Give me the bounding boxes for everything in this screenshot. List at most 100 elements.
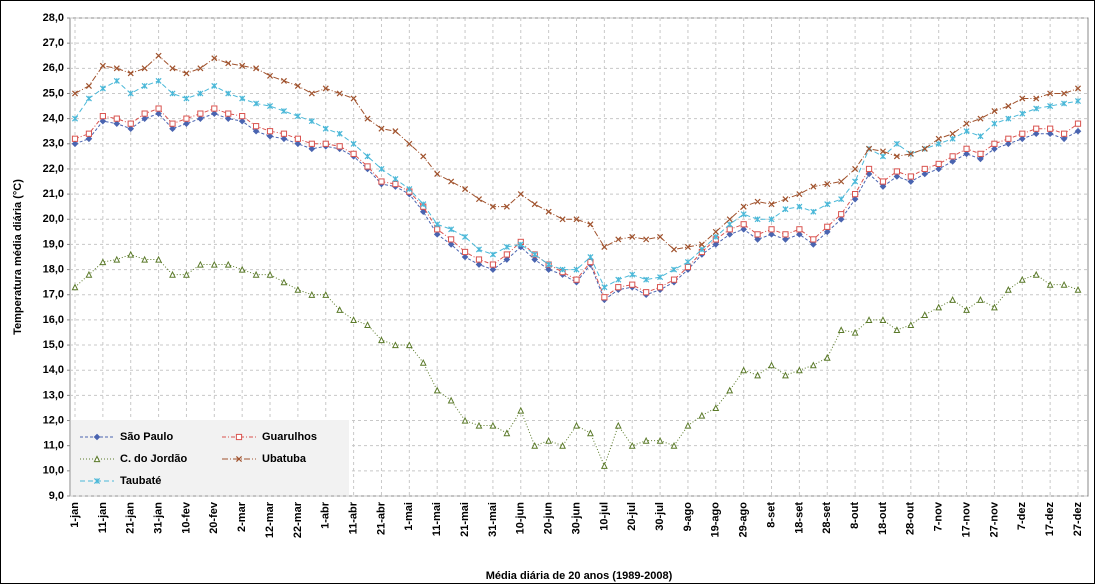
marker	[308, 140, 315, 147]
marker	[1046, 280, 1054, 288]
x-tick-label: 17-nov	[960, 501, 972, 537]
marker	[1005, 115, 1012, 122]
marker	[809, 361, 817, 369]
marker	[434, 221, 441, 228]
marker	[921, 165, 928, 173]
legend	[71, 420, 349, 495]
marker	[1033, 125, 1040, 132]
marker	[796, 226, 803, 233]
marker	[113, 255, 121, 263]
x-tick-label: 9-ago	[682, 502, 694, 532]
marker	[796, 203, 803, 210]
marker	[308, 291, 316, 298]
x-tick-label: 2-mar	[236, 501, 248, 532]
marker	[573, 266, 580, 273]
marker	[336, 130, 343, 137]
marker	[1074, 127, 1082, 135]
marker	[614, 421, 622, 429]
marker	[239, 62, 246, 69]
marker	[99, 117, 107, 125]
marker	[935, 140, 942, 147]
series	[71, 52, 1082, 253]
marker	[336, 306, 344, 313]
marker	[1019, 130, 1026, 137]
marker	[907, 321, 915, 329]
marker	[921, 311, 929, 318]
marker	[851, 195, 859, 203]
marker	[782, 231, 789, 238]
marker	[211, 105, 218, 112]
marker	[113, 115, 120, 122]
marker	[405, 341, 413, 349]
y-tick-label: 21,0	[43, 188, 64, 200]
marker	[1047, 125, 1054, 132]
marker	[196, 260, 204, 268]
x-tick-label: 18-out	[877, 502, 889, 535]
marker	[949, 135, 956, 142]
marker	[601, 284, 608, 291]
marker	[670, 441, 678, 449]
x-tick-label: 11-jan	[97, 502, 109, 533]
marker	[837, 326, 845, 334]
marker	[489, 251, 496, 258]
marker	[712, 233, 719, 240]
marker	[378, 178, 385, 185]
marker	[670, 246, 678, 253]
marker	[963, 306, 970, 313]
x-tick-label: 21-abr	[375, 501, 387, 535]
marker	[155, 52, 162, 59]
marker	[545, 261, 552, 268]
marker	[294, 113, 301, 120]
marker	[238, 265, 246, 273]
marker	[99, 85, 106, 92]
marker	[127, 125, 135, 133]
marker	[1032, 130, 1040, 138]
marker	[545, 436, 553, 444]
y-tick-label: 27,0	[43, 37, 64, 49]
marker	[991, 303, 998, 311]
marker	[235, 455, 243, 463]
marker	[225, 110, 232, 117]
marker	[85, 130, 93, 137]
marker	[1018, 135, 1026, 143]
marker	[573, 276, 580, 283]
marker	[949, 158, 956, 165]
marker	[392, 180, 399, 188]
marker	[322, 85, 329, 92]
marker	[503, 251, 510, 258]
x-tick-label: 1-mai	[403, 502, 415, 531]
marker	[1019, 110, 1026, 117]
series	[71, 110, 1082, 304]
marker	[545, 266, 552, 273]
marker	[93, 455, 101, 463]
marker	[266, 270, 274, 278]
marker	[949, 153, 956, 160]
marker	[1033, 105, 1040, 112]
marker	[810, 241, 817, 248]
x-tick-label: 17-dez	[1044, 502, 1056, 537]
marker	[740, 221, 747, 228]
marker	[169, 120, 176, 127]
marker	[865, 165, 873, 173]
marker	[1060, 280, 1068, 288]
marker	[879, 178, 887, 185]
marker	[684, 263, 692, 271]
legend-label: Taubaté	[120, 475, 161, 487]
marker	[183, 120, 190, 127]
marker	[615, 284, 622, 291]
marker	[629, 271, 636, 278]
marker	[740, 203, 747, 210]
marker	[559, 266, 566, 273]
legend-label: Guarulhos	[262, 431, 317, 443]
marker	[740, 226, 747, 233]
marker	[935, 165, 943, 173]
marker	[963, 128, 970, 135]
marker	[197, 115, 204, 122]
y-tick-label: 18,0	[43, 263, 64, 275]
marker	[726, 386, 734, 394]
y-tick-label: 17,0	[43, 289, 64, 301]
marker	[71, 283, 79, 291]
marker	[391, 341, 399, 349]
marker	[280, 278, 288, 286]
marker	[587, 253, 594, 261]
